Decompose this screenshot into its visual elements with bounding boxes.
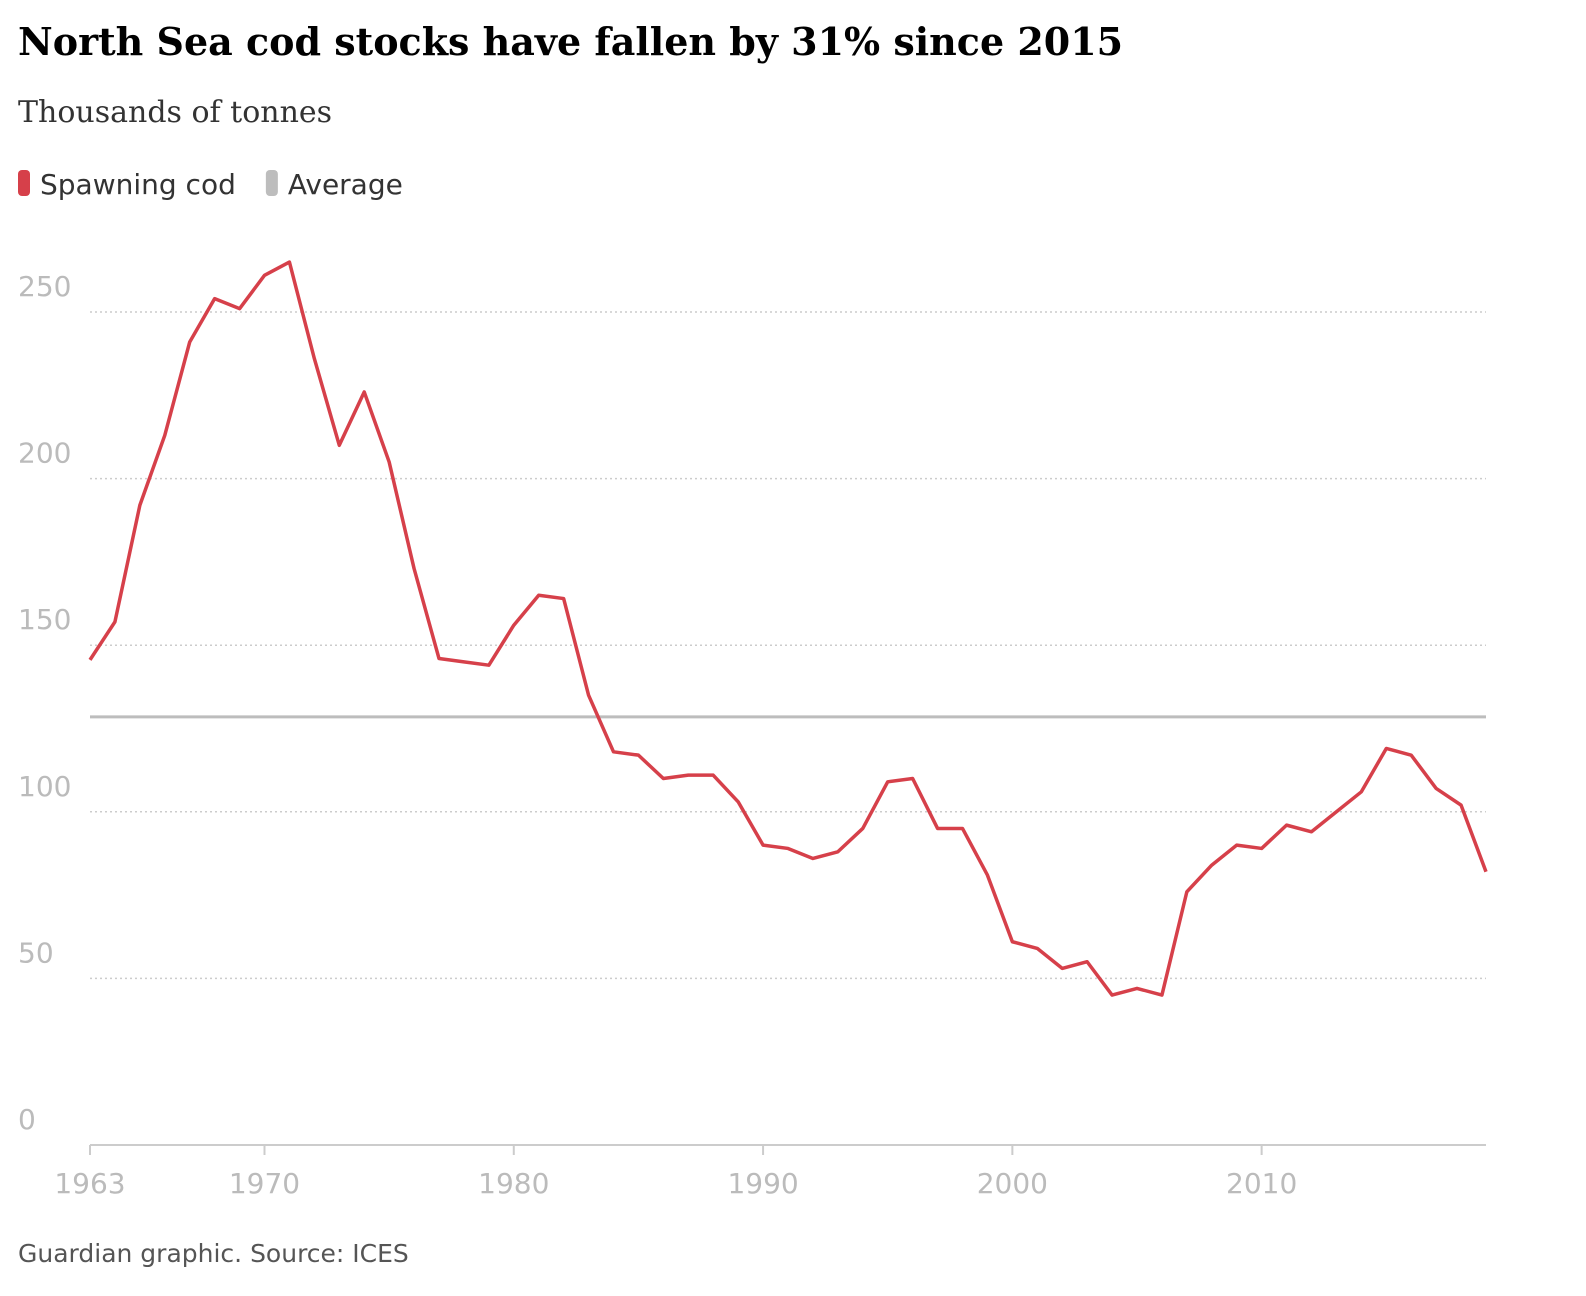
x-tick-label: 2010	[1226, 1167, 1297, 1200]
y-tick-label: 50	[18, 936, 54, 969]
y-tick-label: 0	[18, 1103, 36, 1136]
legend-label: Average	[288, 168, 403, 201]
legend-label: Spawning cod	[40, 168, 236, 201]
y-tick-label: 150	[18, 603, 71, 636]
legend: Spawning cod Average	[18, 168, 403, 201]
y-tick-label: 200	[18, 437, 71, 470]
source: Guardian graphic. Source: ICES	[18, 1239, 409, 1268]
x-tick-label: 1990	[727, 1167, 798, 1200]
x-tick-label: 2000	[977, 1167, 1048, 1200]
legend-swatch	[265, 170, 278, 196]
x-tick-label: 1980	[478, 1167, 549, 1200]
chart-subtitle: Thousands of tonnes	[18, 95, 332, 130]
y-tick-label: 250	[18, 270, 71, 303]
chart-title: North Sea cod stocks have fallen by 31% …	[18, 19, 1123, 64]
y-tick-label: 100	[18, 770, 71, 803]
legend-swatch	[18, 170, 30, 196]
x-tick-label: 1970	[229, 1167, 300, 1200]
x-tick-label: 1963	[54, 1167, 125, 1200]
data-line	[88, 260, 1488, 997]
